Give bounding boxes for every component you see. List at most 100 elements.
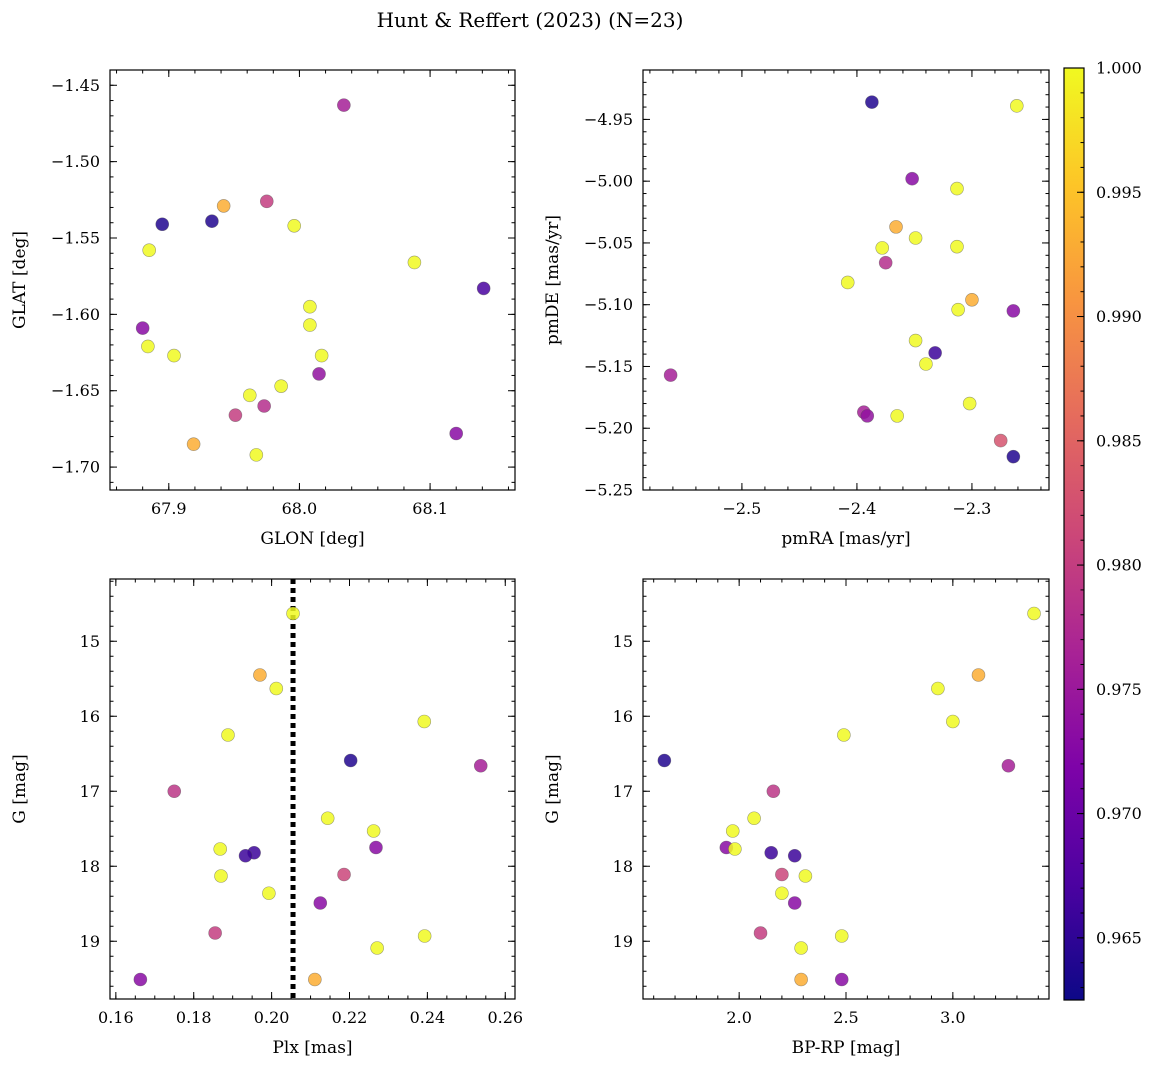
x-tick-label: 0.20 <box>254 1008 290 1027</box>
y-tick-label: 17 <box>613 782 633 801</box>
data-point <box>728 842 742 856</box>
axes-frame <box>642 578 1050 1000</box>
panel-pmra-pmde: −2.5 −2.4 −2.3 −4.95 −5.00 −5.05 −5.10 −5.15 −5.… <box>543 69 1050 549</box>
data-point <box>287 218 302 233</box>
data-point <box>320 811 335 826</box>
y-axis-label: G [mag] <box>10 754 30 823</box>
data-point <box>865 95 879 109</box>
data-point <box>369 840 383 855</box>
data-point <box>950 181 964 196</box>
data-point <box>919 357 933 371</box>
data-point <box>1006 304 1021 318</box>
colorbar-tick-label: 0.965 <box>1096 928 1142 947</box>
data-point <box>928 346 942 360</box>
y-tick-label: −5.05 <box>584 233 633 252</box>
data-point <box>141 339 155 354</box>
data-point <box>971 668 986 682</box>
y-tick-label: 16 <box>613 707 633 726</box>
y-tick-label: 19 <box>80 932 100 951</box>
y-tick-label: −1.65 <box>51 381 100 400</box>
data-point <box>417 714 432 729</box>
data-point <box>834 972 849 987</box>
panels: 67.9 68.0 68.1 −1.45 −1.50 −1.55 −1.60 −1.65 −1.… <box>10 69 1050 1058</box>
data-point <box>794 972 808 987</box>
data-point <box>407 255 422 270</box>
data-point <box>794 941 808 955</box>
x-axis-label: Plx [mas] <box>272 1038 352 1058</box>
data-point <box>221 728 235 742</box>
colorbar-tick-label: 0.970 <box>1096 804 1142 823</box>
y-tick-label: −5.10 <box>584 295 633 314</box>
y-tick-label: 16 <box>80 707 100 726</box>
data-point <box>135 321 150 335</box>
x-tick-label: 2.5 <box>833 1008 858 1027</box>
x-tick-label: −2.4 <box>837 499 876 518</box>
panel-bprp-g: 2.0 2.5 3.0 15 16 17 18 19 BP-RP [mag] G [mag] <box>543 578 1050 1058</box>
data-point <box>249 448 264 462</box>
x-tick-label: 0.16 <box>98 1008 134 1027</box>
data-point <box>155 217 170 232</box>
axes-frame <box>109 69 516 491</box>
data-point <box>262 886 276 901</box>
colorbar-tick-label: 0.980 <box>1096 556 1142 575</box>
panel-glon-glat: 67.9 68.0 68.1 −1.45 −1.50 −1.55 −1.60 −1.65 −1.… <box>10 69 516 549</box>
data-point <box>951 302 965 317</box>
data-point <box>1027 606 1041 621</box>
data-point <box>205 214 219 228</box>
data-point <box>238 848 253 863</box>
x-tick-label: −2.3 <box>953 499 992 518</box>
scatter-points <box>135 98 491 462</box>
x-tick-label: 0.24 <box>410 1008 446 1027</box>
y-tick-label: 17 <box>80 782 100 801</box>
data-point <box>1006 449 1021 464</box>
y-tick-label: −1.50 <box>51 152 100 171</box>
data-point <box>213 842 228 856</box>
data-point <box>417 929 432 943</box>
data-point <box>216 199 231 213</box>
data-point <box>303 318 317 332</box>
data-point <box>274 379 288 393</box>
y-tick-label: −1.45 <box>51 76 100 95</box>
scatter-points <box>657 606 1041 987</box>
y-tick-label: −1.55 <box>51 229 100 248</box>
data-point <box>663 368 678 382</box>
x-tick-label: 68.0 <box>282 499 318 518</box>
data-point <box>133 972 148 987</box>
data-point <box>889 220 903 234</box>
axes-frame <box>109 578 516 1000</box>
y-tick-label: 19 <box>613 932 633 951</box>
data-point <box>657 753 672 768</box>
scatter-points <box>133 606 488 987</box>
x-axis-label: pmRA [mas/yr] <box>781 529 910 549</box>
data-point <box>259 194 274 209</box>
y-axis-label: G [mag] <box>543 754 563 823</box>
x-axis-label: GLON [deg] <box>260 529 364 549</box>
data-point <box>931 681 945 696</box>
y-tick-label: 18 <box>613 857 633 876</box>
data-point <box>860 409 875 423</box>
data-point <box>946 714 960 729</box>
data-point <box>993 433 1008 448</box>
data-point <box>253 668 267 682</box>
x-tick-label: 2.0 <box>726 1008 751 1027</box>
data-point <box>286 606 300 621</box>
colorbar-tick-label: 0.985 <box>1096 431 1142 450</box>
data-point <box>473 758 488 773</box>
data-point <box>798 869 813 883</box>
axes-frame <box>642 69 1050 491</box>
x-tick-label: 0.22 <box>332 1008 368 1027</box>
data-point <box>890 409 904 423</box>
x-tick-label: −2.5 <box>722 499 761 518</box>
colorbar-frame <box>1063 67 1085 1001</box>
data-point <box>753 926 768 940</box>
data-point <box>269 681 284 696</box>
data-point <box>950 239 964 254</box>
data-point <box>775 886 789 901</box>
y-tick-label: −5.25 <box>584 481 633 500</box>
data-point <box>1001 758 1016 773</box>
data-point <box>766 784 781 799</box>
y-tick-label: 15 <box>80 632 100 651</box>
data-point <box>257 399 271 413</box>
data-point <box>747 811 761 826</box>
